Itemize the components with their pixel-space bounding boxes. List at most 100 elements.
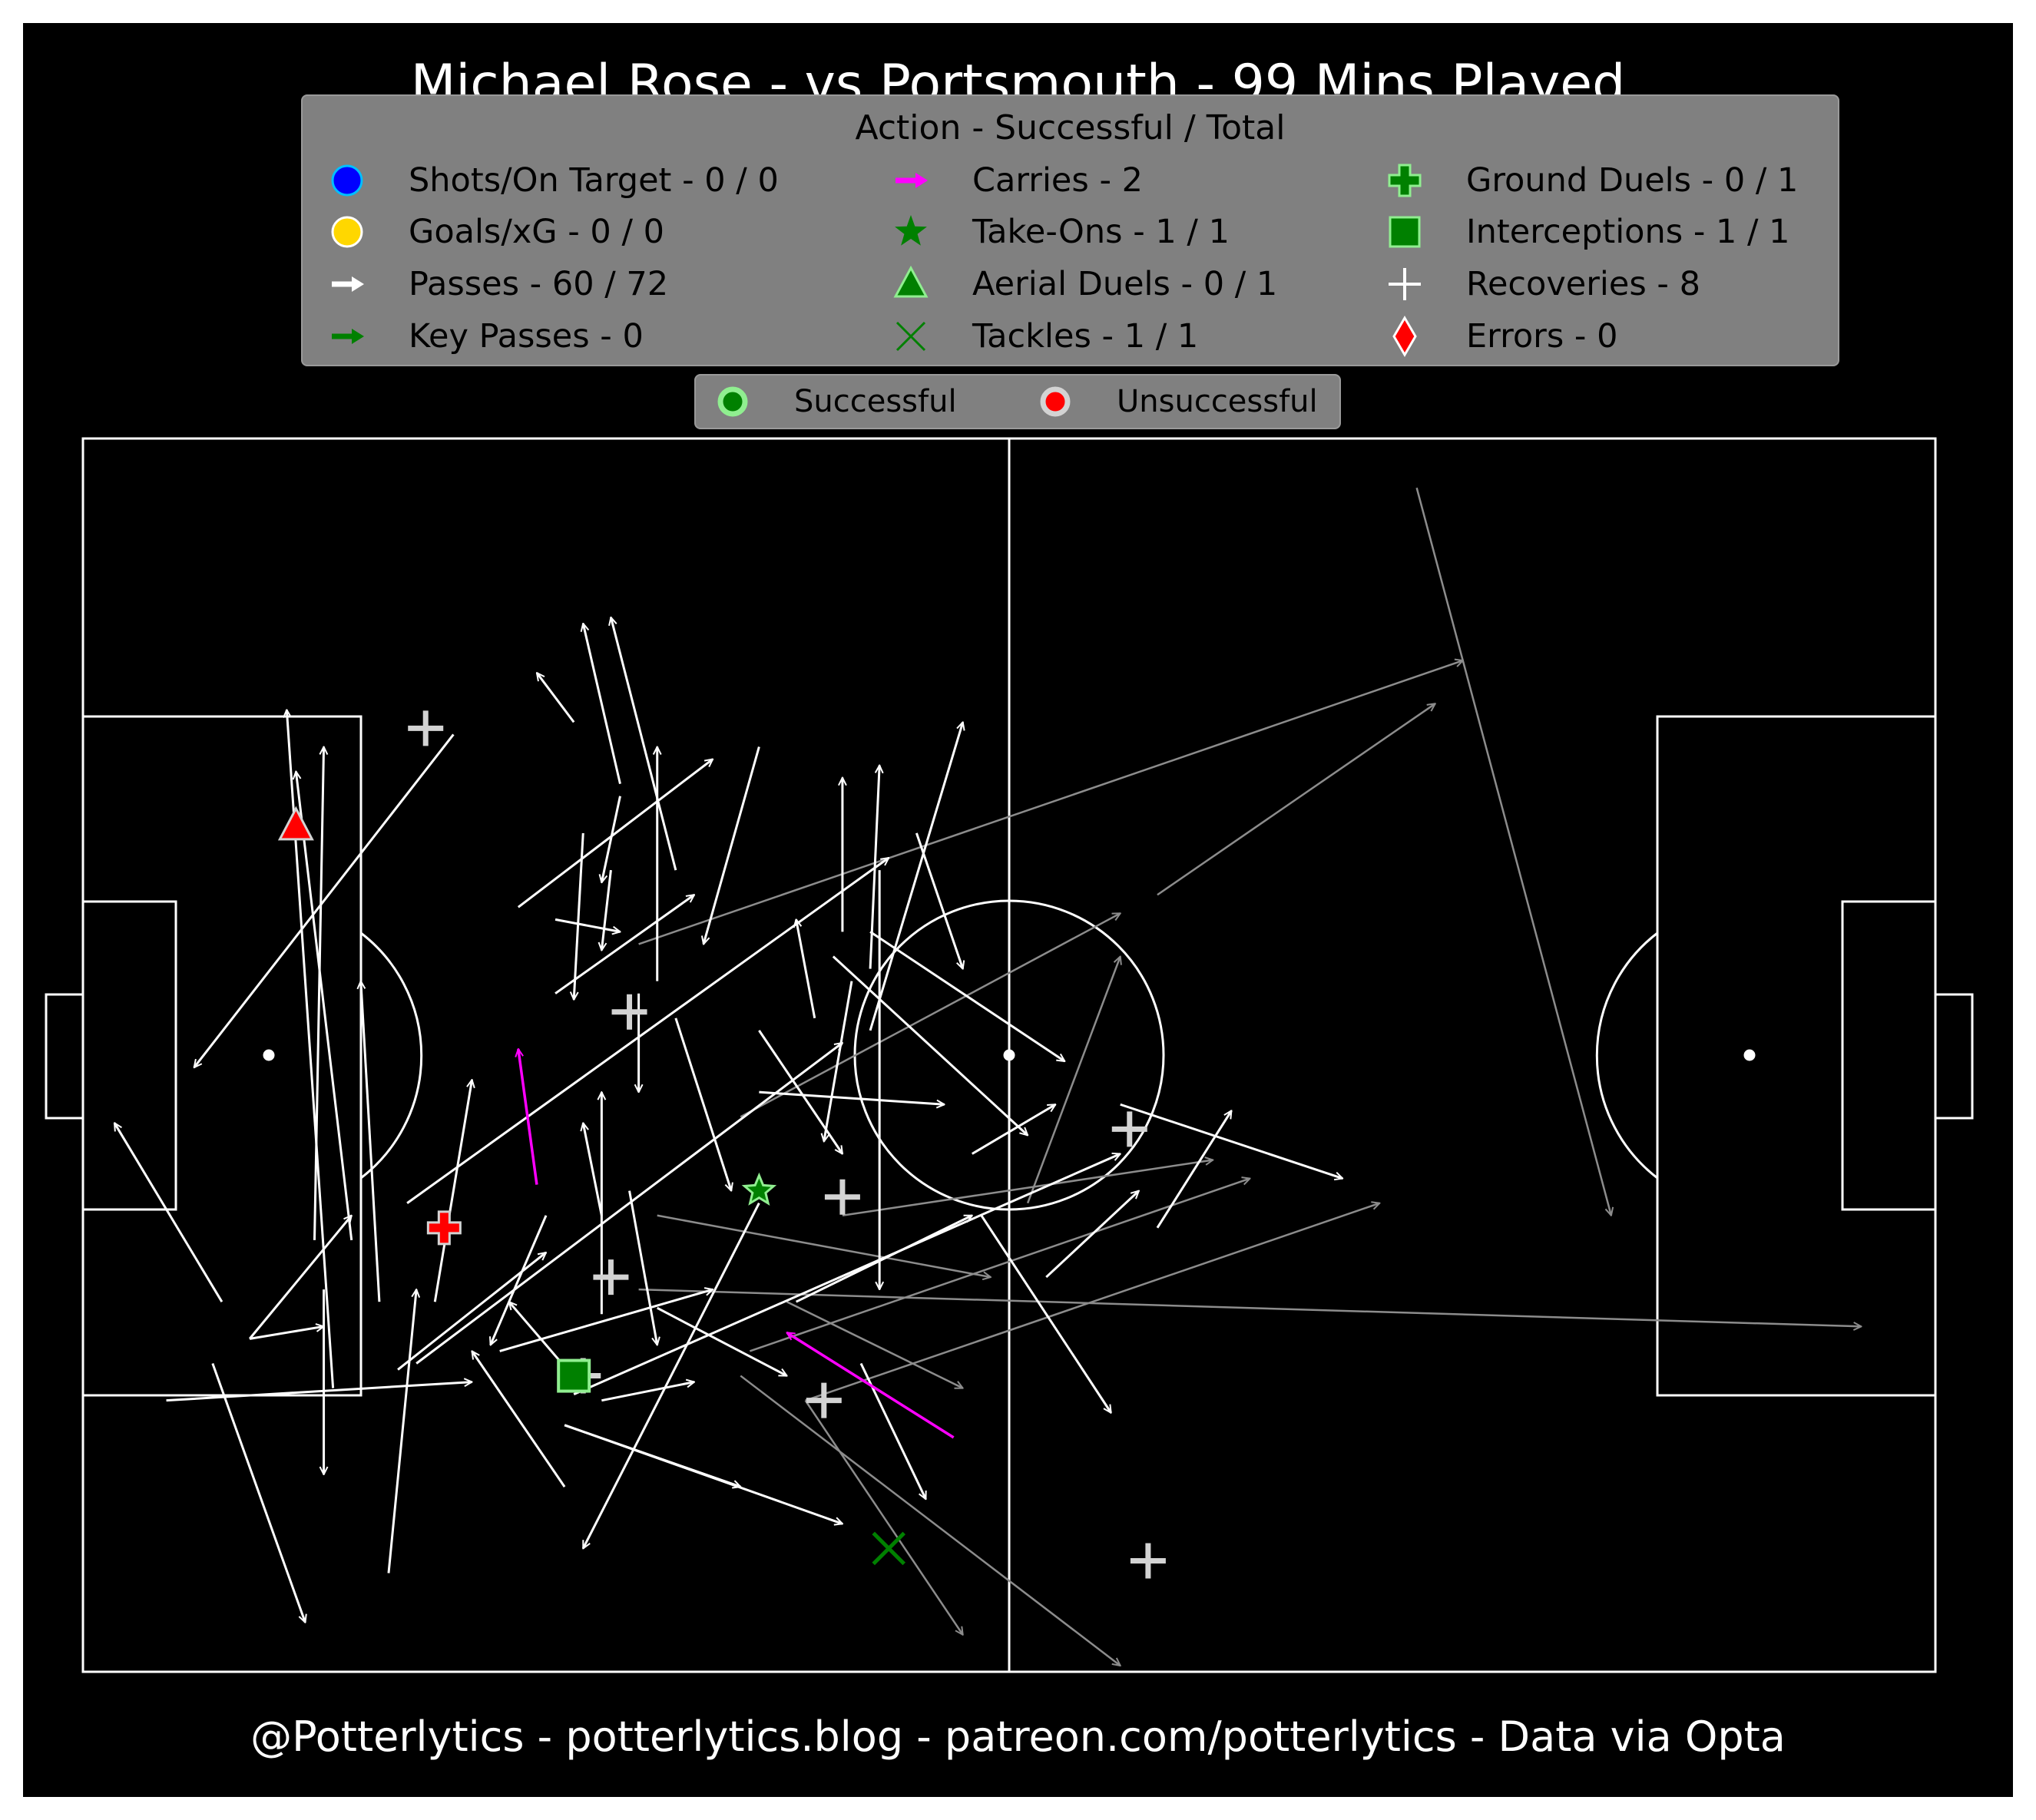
pass-unsuccessful	[749, 1179, 1250, 1352]
pass-successful	[361, 981, 381, 1302]
legend-label: Recoveries - 8	[1466, 265, 1700, 303]
pass-successful	[611, 617, 677, 871]
red-diamond-icon	[1392, 316, 1417, 357]
legend-label: Take-Ons - 1 / 1	[972, 213, 1230, 251]
legend-label: Interceptions - 1 / 1	[1466, 213, 1790, 251]
legend-label: Aerial Duels - 0 / 1	[972, 265, 1278, 303]
green-arrow-icon	[332, 329, 364, 344]
recovery-marker	[806, 1382, 842, 1418]
gold-circle-icon	[331, 216, 363, 248]
goal-left	[45, 993, 84, 1120]
pass-unsuccessful	[804, 1399, 963, 1635]
footer-credits: @Potterlytics - potterlytics.blog - patr…	[250, 1712, 1786, 1761]
pass-successful	[166, 1382, 472, 1402]
six-yard-box-right	[1841, 900, 1937, 1211]
blue-circle-icon	[331, 164, 363, 197]
penalty-arc-left	[360, 932, 423, 1180]
recovery-marker	[611, 994, 647, 1030]
carry	[787, 1331, 955, 1439]
pass-successful	[824, 981, 853, 1142]
aerial-duel-marker	[277, 806, 314, 841]
pass-unsuccessful	[842, 1160, 1213, 1217]
legend-status-label: Successful	[794, 384, 957, 419]
pass-successful	[581, 1203, 760, 1549]
green-triangle-icon	[893, 265, 929, 298]
recovery-marker	[408, 710, 444, 746]
pass-unsuccessful	[638, 660, 1463, 945]
pass-unsuccessful	[740, 912, 1120, 1118]
carry	[518, 1049, 538, 1185]
legend-label: Tackles - 1 / 1	[972, 317, 1199, 356]
pass-unsuccessful	[638, 1288, 1862, 1326]
penalty-spot-right	[1743, 1049, 1756, 1061]
interception-marker	[557, 1358, 591, 1393]
legend-label: Carries - 2	[972, 161, 1143, 200]
pitch-svg	[45, 437, 1974, 1673]
pass-successful	[657, 1306, 787, 1377]
goal-right	[1934, 993, 1974, 1120]
penalty-area-left	[81, 715, 363, 1397]
green-x-icon	[896, 321, 926, 352]
pass-successful	[869, 722, 963, 1031]
pass-successful	[601, 1382, 694, 1402]
red-dot-icon	[1040, 386, 1071, 417]
recovery-marker	[1111, 1111, 1147, 1147]
pass-successful	[564, 1424, 843, 1524]
recovery-marker	[1130, 1543, 1166, 1579]
legend-label: Shots/On Target - 0 / 0	[409, 161, 779, 200]
pass-successful	[601, 869, 612, 950]
outcome-legend: Successful Unsuccessful	[694, 374, 1341, 429]
pass-successful	[406, 858, 889, 1204]
pass-successful	[574, 832, 584, 1000]
penalty-spot-left	[263, 1049, 275, 1061]
pass-unsuccessful	[805, 1203, 1380, 1401]
pass-successful	[601, 796, 621, 882]
pass-successful	[537, 673, 575, 723]
legend-label: Errors - 0	[1466, 317, 1618, 356]
pass-successful	[313, 747, 324, 1240]
white-arrow-icon	[332, 276, 364, 292]
pass-successful	[555, 918, 620, 932]
recovery-marker	[593, 1259, 629, 1296]
pass-successful	[759, 1090, 944, 1104]
pass-successful	[583, 624, 621, 785]
legend-label: Goals/xG - 0 / 0	[409, 213, 664, 251]
pass-successful	[249, 1326, 323, 1340]
pass-unsuccessful	[1415, 487, 1611, 1216]
pass-successful	[248, 1216, 352, 1340]
pass-successful	[499, 1289, 713, 1352]
white-plus-icon	[1389, 268, 1421, 300]
pass-successful	[472, 1351, 566, 1487]
pass-successful	[980, 1214, 1112, 1413]
pass-successful	[869, 931, 1064, 1063]
action-legend: Action - Successful / Total Shots/On Tar…	[301, 94, 1839, 366]
ground-duel-marker	[426, 1210, 462, 1246]
green-square-icon	[1389, 216, 1421, 248]
pass-unsuccessful	[740, 1375, 1120, 1666]
center-spot	[1003, 1049, 1015, 1061]
pass-unsuccessful	[1026, 957, 1121, 1204]
pass-successful	[915, 832, 962, 969]
legend-status-label: Unsuccessful	[1117, 384, 1318, 419]
pass-successful	[971, 1103, 1056, 1155]
six-yard-box-left	[81, 900, 177, 1211]
pass-unsuccessful	[786, 1301, 963, 1389]
legend-title: Action - Successful / Total	[855, 108, 1286, 147]
legend-label: Passes - 60 / 72	[409, 265, 669, 303]
legend-label: Key Passes - 0	[409, 317, 644, 356]
pass-successful	[517, 759, 713, 908]
pass-unsuccessful	[1157, 703, 1435, 896]
take-on-marker	[741, 1172, 777, 1206]
pass-successful	[1156, 1110, 1233, 1229]
pass-successful	[194, 733, 455, 1067]
pass-successful	[555, 895, 694, 994]
pass-successful	[1120, 1103, 1342, 1178]
pass-successful	[628, 1190, 657, 1345]
pass-successful	[211, 1362, 306, 1623]
pass-successful	[415, 1043, 843, 1365]
pass-successful	[832, 955, 1028, 1136]
magenta-arrow-icon	[896, 173, 928, 188]
penalty-area-right	[1656, 715, 1937, 1397]
pass-successful	[387, 1289, 416, 1573]
